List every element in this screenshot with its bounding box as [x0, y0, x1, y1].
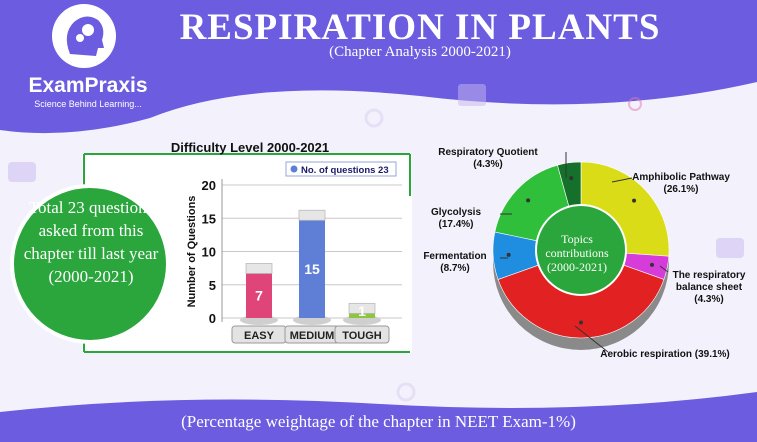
envelope-icon	[458, 84, 486, 106]
legend-marker	[290, 165, 298, 173]
pie-label-aerobic: Aerobic respiration (39.1%)	[580, 349, 750, 361]
brand-tagline: Science Behind Learning...	[34, 99, 142, 109]
pie-label-name: Respiratory Quotient	[438, 147, 538, 158]
summary-text: Total 23 questions asked from this chapt…	[23, 198, 159, 286]
pie-label-name: The respiratory balance sheet	[672, 270, 746, 293]
brand-name: ExamPraxis	[28, 74, 148, 97]
bar-chart-title: Difficulty Level 2000-2021	[170, 140, 330, 155]
pie-label-name: Glycolysis	[430, 207, 482, 218]
footer-text: (Percentage weightage of the chapter in …	[181, 412, 576, 431]
magnifier-icon	[628, 97, 642, 111]
header-banner	[0, 0, 757, 134]
pie-label-name: Amphibolic Pathway	[632, 172, 730, 183]
pie-label-pct: (4.3%)	[694, 294, 724, 305]
pie-label-rq: Respiratory Quotient (4.3%)	[428, 147, 548, 171]
summary-circle	[10, 184, 170, 344]
page-title: RESPIRATION IN PLANTS	[179, 7, 661, 48]
bar	[246, 271, 272, 318]
bar-cap	[348, 302, 376, 314]
slice-marker	[526, 198, 531, 203]
category-label: EASY	[244, 330, 275, 342]
bar	[349, 311, 375, 318]
slice-marker	[569, 176, 574, 181]
brain-gears-logo-icon	[52, 4, 116, 68]
bar-value-label: 15	[304, 261, 320, 277]
category-label: TOUGH	[342, 330, 382, 342]
bar-value-label: 7	[255, 288, 263, 304]
leader-line	[611, 177, 633, 183]
pie-label-pct: (26.1%)	[663, 184, 699, 195]
header: ExamPraxis Science Behind Learning... RE…	[0, 0, 757, 110]
chat-bubble-icon-right	[716, 238, 744, 258]
pie-label-amphibolic: Amphibolic Pathway (26.1%)	[616, 172, 746, 196]
donut-center-circle	[535, 204, 627, 296]
pie-label-pct: (8.7%)	[440, 263, 470, 274]
slice-marker	[649, 262, 654, 267]
footer-banner	[0, 392, 757, 442]
pie-label-name: Fermentation	[423, 251, 487, 262]
y-tick-label: 0	[209, 311, 216, 326]
y-tick-label: 20	[202, 178, 216, 193]
page-subtitle: (Chapter Analysis 2000-2021)	[329, 44, 511, 60]
y-tick-label: 15	[202, 211, 216, 226]
pie-label-pct: (4.3%)	[473, 159, 503, 170]
pie-label-balance-sheet: The respiratory balance sheet (4.3%)	[664, 270, 754, 306]
y-tick-label: 10	[202, 245, 216, 260]
y-axis-label: Number of Questions	[186, 196, 198, 308]
gear-icon-decor-bottom	[396, 382, 416, 402]
chat-bubble-icon	[8, 162, 36, 182]
category-plate	[334, 325, 390, 344]
decor-icons	[8, 84, 744, 402]
leader-line	[659, 265, 669, 273]
pie-label-pct: (39.1%)	[694, 349, 730, 360]
slice-marker	[632, 198, 637, 203]
slice-marker	[579, 320, 583, 325]
pie-label-fermentation: Fermentation (8.7%)	[414, 251, 496, 275]
slice-marker	[506, 252, 511, 257]
bar-value-label: 1	[358, 303, 366, 319]
donut-center-label: Topics contributions (2000-2021)	[545, 232, 609, 274]
pie-label-pct: (17.4%)	[438, 219, 474, 230]
bar	[299, 218, 325, 318]
pie-label-glycolysis: Glycolysis (17.4%)	[420, 207, 492, 231]
y-tick-label: 5	[209, 278, 216, 293]
gear-icon-decor	[364, 108, 384, 128]
category-label: MEDIUM	[290, 330, 335, 342]
legend-label: No. of questions 23	[301, 165, 389, 176]
pie-label-name: Aerobic respiration	[600, 349, 692, 360]
bar-cap	[245, 263, 273, 274]
legend-box	[285, 161, 397, 177]
bar-cap	[298, 209, 326, 221]
leader-line	[574, 325, 609, 353]
